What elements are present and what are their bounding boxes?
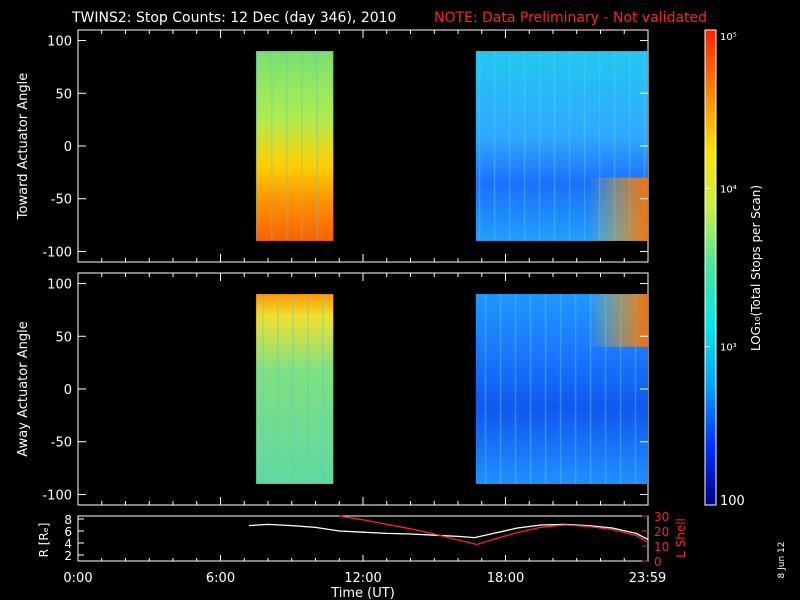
heatmap-stripe <box>493 51 496 241</box>
heatmap-stripe <box>286 51 288 241</box>
r-axis-label: R [Rₑ] <box>37 523 51 558</box>
y-tick-label: 100 <box>47 35 72 50</box>
heatmap-stripe <box>514 294 517 484</box>
orbit-panel-frame <box>77 515 649 562</box>
heatmap-stripe <box>634 294 637 484</box>
heatmap-stripe <box>583 51 586 241</box>
x-tick-label: 23:59 <box>629 571 666 586</box>
r-tick-label: 4 <box>64 537 72 551</box>
heatmap-block <box>475 51 648 241</box>
colorbar-tick-label: 10³ <box>720 343 737 354</box>
y-tick-label: -100 <box>42 488 72 503</box>
heatmap-block-fill <box>256 51 334 241</box>
heatmap-stripe <box>604 294 607 484</box>
x-tick-label: 18:00 <box>487 571 524 586</box>
x-tick-label: 6:00 <box>206 571 235 586</box>
heatmap-stripe <box>271 51 273 241</box>
heatmap-block <box>256 294 334 484</box>
y-tick-label: -50 <box>51 193 72 208</box>
heatmap-stripe <box>499 294 502 484</box>
heatmap-stripe <box>589 294 592 484</box>
y-tick-label: 0 <box>64 140 72 155</box>
heatmap-stripe <box>559 294 562 484</box>
heatmap-stripe <box>484 294 487 484</box>
toward-panel: 100 50 0 -50 -100 Toward Actuator Angle <box>16 29 649 263</box>
toward-ylabel: Toward Actuator Angle <box>16 73 31 220</box>
away-panel: 100 50 0 -50 -100 Away Actuator Angle <box>16 272 649 506</box>
y-tick-label: -50 <box>51 436 72 451</box>
heatmap-stripe <box>307 294 309 484</box>
heatmap-warm-edge <box>588 177 648 241</box>
heatmap-stripe <box>568 51 571 241</box>
lshell-axis-label: L Shell <box>674 518 688 558</box>
heatmap-stripe <box>301 51 303 241</box>
heatmap-stripe <box>322 294 324 484</box>
lshell-tick-label: 10 <box>654 540 669 554</box>
heatmap-stripe <box>508 51 511 241</box>
colorbar-bar <box>704 29 717 506</box>
data-note: NOTE: Data Preliminary - Not validated <box>434 10 707 26</box>
lshell-series-line <box>339 515 649 546</box>
heatmap-stripe <box>613 51 616 241</box>
heatmap-block <box>256 51 334 241</box>
heatmap-stripe <box>574 294 577 484</box>
lshell-tick-label: 30 <box>654 510 669 524</box>
heatmap-stripe <box>256 51 258 241</box>
colorbar: 10⁵ 10⁴ 10³ 100 LOG₁₀(Total Stops per Scan) <box>704 29 763 509</box>
heatmap-stripe <box>478 51 481 241</box>
lshell-tick-label: 0 <box>654 555 662 569</box>
heatmap-warm-edge <box>588 294 648 347</box>
heatmap-stripe <box>544 294 547 484</box>
y-tick-label: -100 <box>42 245 72 260</box>
r-tick-label: 8 <box>64 513 72 527</box>
heatmap-stripe <box>292 294 294 484</box>
heatmap-stripe <box>598 51 601 241</box>
heatmap-stripe <box>628 51 631 241</box>
heatmap-stripe <box>538 51 541 241</box>
x-tick-label: 0:00 <box>63 571 92 586</box>
heatmap-stripe <box>523 51 526 241</box>
colorbar-tick-label: 100 <box>720 494 745 509</box>
y-tick-label: 50 <box>55 330 72 345</box>
heatmap-stripe <box>553 51 556 241</box>
y-tick-label: 100 <box>47 278 72 293</box>
lshell-tick-label: 20 <box>654 525 669 539</box>
colorbar-label: LOG₁₀(Total Stops per Scan) <box>749 185 763 351</box>
x-tick-label: 12:00 <box>344 571 381 586</box>
y-tick-label: 50 <box>55 87 72 102</box>
x-axis-label: Time (UT) <box>330 586 395 600</box>
chart-title: TWINS2: Stop Counts: 12 Dec (day 346), 2… <box>71 10 396 26</box>
r-tick-label: 6 <box>64 525 72 539</box>
date-stamp: 8 Jun 12 <box>777 542 787 579</box>
heatmap-stripe <box>529 294 532 484</box>
y-tick-label: 0 <box>64 383 72 398</box>
colorbar-tick-label: 10⁴ <box>720 184 737 195</box>
r-series-line <box>248 523 649 540</box>
heatmap-stripe <box>316 51 318 241</box>
heatmap-stripe <box>277 294 279 484</box>
r-tick-label: 2 <box>64 549 72 563</box>
away-ylabel: Away Actuator Angle <box>16 321 31 456</box>
heatmap-stripe <box>619 294 622 484</box>
colorbar-tick-label: 10⁵ <box>720 32 737 43</box>
heatmap-stripe <box>262 294 264 484</box>
heatmap-block <box>475 294 648 484</box>
heatmap-block-fill <box>256 294 334 484</box>
